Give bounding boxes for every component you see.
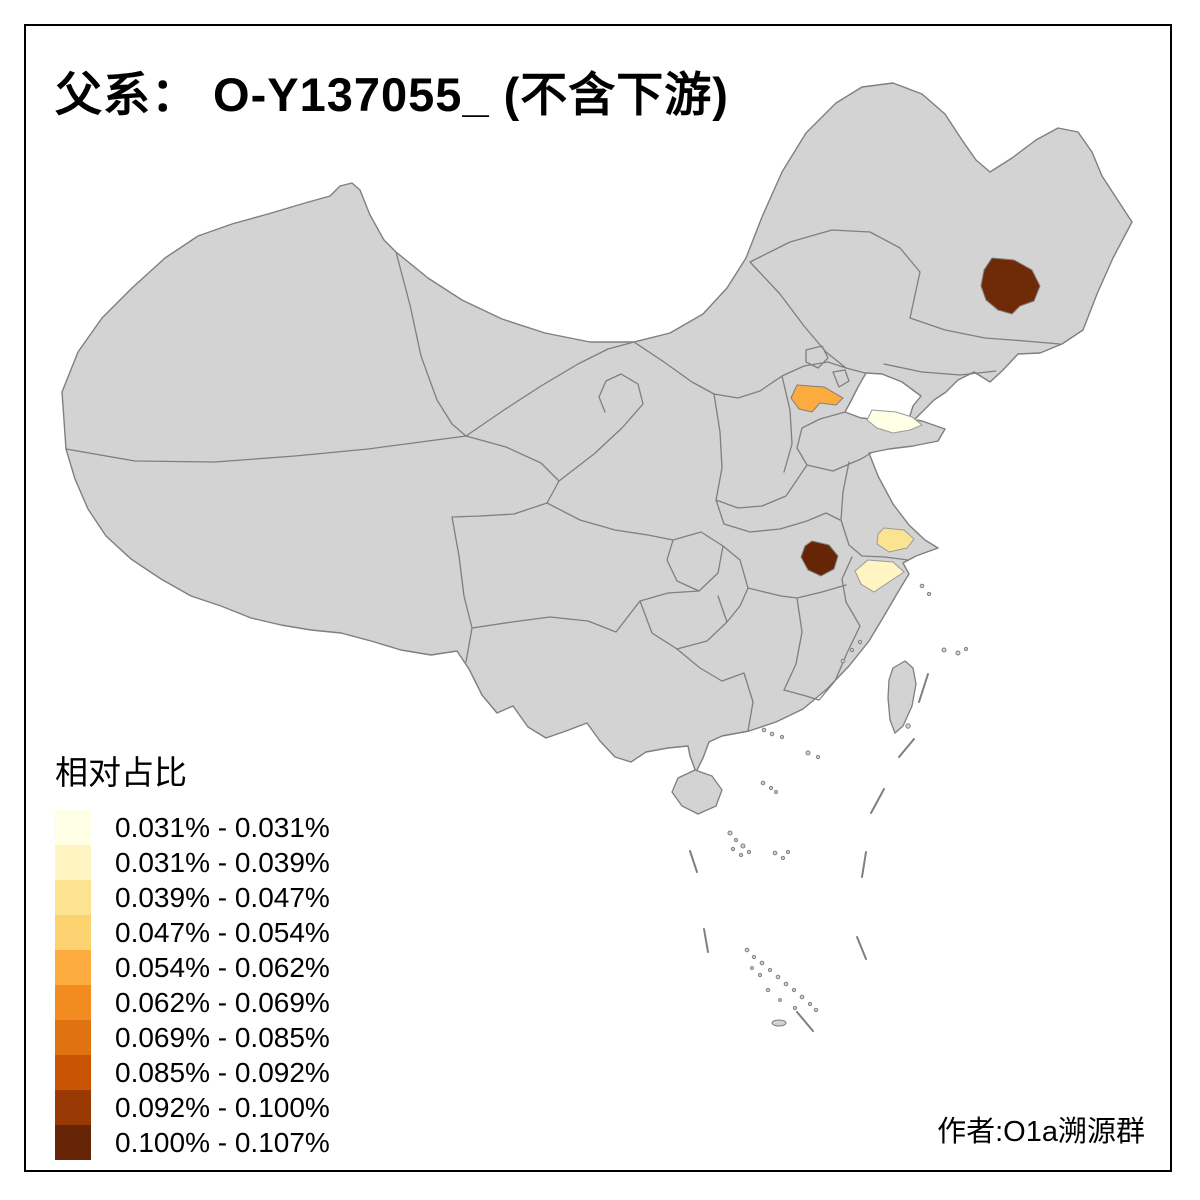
region-wuhan-hubei — [800, 540, 839, 577]
legend-label: 0.092% - 0.100% — [115, 1091, 330, 1123]
legend-label: 0.069% - 0.085% — [115, 1021, 330, 1053]
legend-swatch — [55, 985, 91, 1020]
legend-swatch — [55, 880, 91, 915]
region-shandong-peninsula — [866, 409, 923, 434]
legend-row: 0.100% - 0.107% — [55, 1125, 330, 1160]
legend-rows: 0.031% - 0.031% 0.031% - 0.039% 0.039% - 0… — [55, 810, 330, 1160]
legend-row: 0.031% - 0.039% — [55, 845, 330, 880]
legend-swatch — [55, 1020, 91, 1055]
legend-row: 0.031% - 0.031% — [55, 810, 330, 845]
legend-label: 0.039% - 0.047% — [115, 881, 330, 913]
china-mainland — [61, 82, 1133, 773]
hainan-island — [671, 769, 723, 815]
region-central-hebei — [790, 384, 844, 413]
legend-row: 0.069% - 0.085% — [55, 1020, 330, 1055]
legend-swatch — [55, 1125, 91, 1160]
legend-swatch — [55, 845, 91, 880]
province-borders — [65, 229, 1061, 732]
legend-label: 0.100% - 0.107% — [115, 1126, 330, 1158]
taiwan-island — [887, 660, 917, 735]
legend-label: 0.047% - 0.054% — [115, 916, 330, 948]
legend-row: 0.062% - 0.069% — [55, 985, 330, 1020]
legend-label: 0.031% - 0.039% — [115, 846, 330, 878]
nine-dash-line — [689, 673, 929, 1032]
legend-swatch — [55, 1090, 91, 1125]
legend-title: 相对占比 — [55, 754, 187, 791]
legend-label: 0.031% - 0.031% — [115, 811, 330, 843]
legend-swatch — [55, 810, 91, 845]
legend-label: 0.054% - 0.062% — [115, 951, 330, 983]
legend-swatch — [55, 1055, 91, 1090]
legend-row: 0.085% - 0.092% — [55, 1055, 330, 1090]
islets — [727, 583, 969, 1027]
region-harbin-heilongjiang — [980, 257, 1041, 315]
legend-row: 0.047% - 0.054% — [55, 915, 330, 950]
attribution-text: 作者:O1a溯源群 — [937, 1116, 1145, 1148]
legend-row: 0.039% - 0.047% — [55, 880, 330, 915]
region-south-jiangsu — [876, 527, 915, 553]
legend-swatch — [55, 950, 91, 985]
region-north-zhejiang — [854, 559, 905, 593]
legend: 相对占比 0.031% - 0.031% 0.031% - 0.039% 0.039… — [55, 746, 330, 1160]
legend-label: 0.085% - 0.092% — [115, 1056, 330, 1088]
legend-row: 0.054% - 0.062% — [55, 950, 330, 985]
legend-swatch — [55, 915, 91, 950]
legend-row: 0.092% - 0.100% — [55, 1090, 330, 1125]
legend-label: 0.062% - 0.069% — [115, 986, 330, 1018]
page-title: 父系： O-Y137055_ (不含下游) — [55, 68, 729, 121]
